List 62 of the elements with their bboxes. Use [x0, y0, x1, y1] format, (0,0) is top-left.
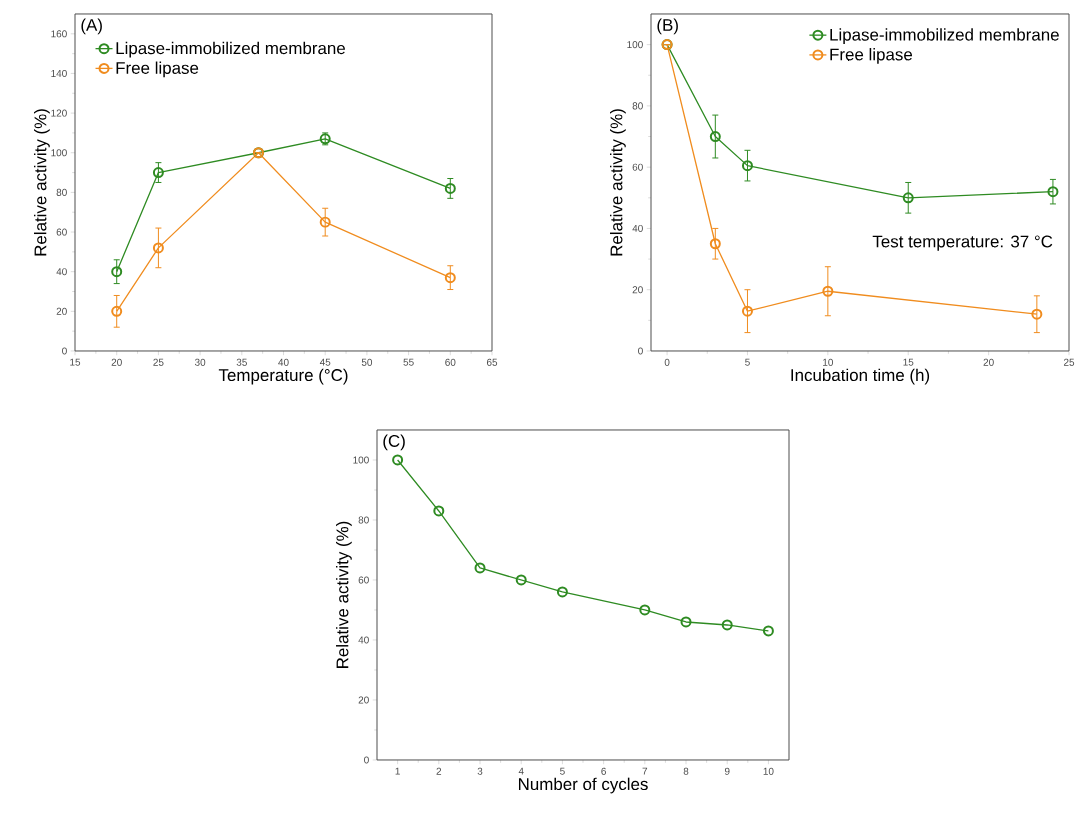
- annotation: (C): [383, 434, 405, 451]
- y-tick-label: 20: [56, 307, 67, 315]
- x-tick-label: 10: [823, 358, 834, 366]
- y-axis-title: Relative activity (%): [336, 521, 352, 668]
- x-tick-label: 15: [903, 358, 914, 366]
- annotation: (A): [81, 18, 102, 35]
- x-tick-label: 6: [601, 767, 606, 775]
- x-tick-label: 5: [560, 767, 565, 775]
- y-tick-label: 60: [632, 163, 643, 171]
- y-tick-label: 160: [51, 30, 67, 38]
- x-tick-label: 1: [395, 767, 400, 775]
- legend-label: Free lipase: [830, 48, 913, 64]
- y-tick-label: 100: [627, 41, 643, 49]
- x-tick-label: 30: [194, 358, 206, 366]
- y-tick-label: 40: [358, 636, 369, 644]
- annotation: Test temperature: 37 °C: [872, 235, 1053, 251]
- y-tick-label: 0: [364, 756, 369, 764]
- x-tick-label: 15: [70, 358, 81, 366]
- y-axis-title: Relative activity (%): [610, 109, 626, 256]
- legend-label: Lipase-immobilized membrane: [116, 41, 345, 58]
- x-tick-label: 65: [486, 358, 498, 366]
- y-tick-label: 80: [56, 188, 67, 196]
- x-tick-label: 10: [763, 767, 774, 775]
- x-axis-title: Temperature (°C): [218, 368, 348, 385]
- x-axis-title: Number of cycles: [518, 777, 648, 794]
- y-tick-label: 20: [358, 696, 369, 704]
- y-tick-label: 120: [51, 109, 67, 117]
- x-tick-label: 60: [445, 358, 456, 366]
- x-axis-title: Incubation time (h): [791, 368, 930, 385]
- x-tick-label: 7: [642, 767, 648, 775]
- x-tick-label: 2: [436, 767, 442, 775]
- y-tick-label: 40: [632, 224, 643, 232]
- y-tick-label: 100: [51, 149, 67, 157]
- x-tick-label: 20: [983, 358, 994, 366]
- y-tick-label: 100: [353, 456, 369, 464]
- y-tick-label: 0: [638, 347, 643, 355]
- x-tick-label: 9: [724, 767, 730, 775]
- x-tick-label: 3: [477, 767, 483, 775]
- x-tick-label: 40: [278, 358, 289, 366]
- x-tick-label: 55: [403, 358, 414, 366]
- y-tick-label: 80: [358, 516, 369, 524]
- x-tick-label: 45: [319, 358, 331, 366]
- x-tick-label: 5: [745, 358, 750, 366]
- x-tick-label: 20: [111, 358, 122, 366]
- annotation: (B): [657, 18, 678, 35]
- x-tick-label: 25: [1063, 358, 1075, 366]
- y-tick-label: 60: [56, 228, 67, 236]
- y-tick-label: 140: [51, 69, 67, 77]
- y-tick-label: 40: [56, 268, 67, 276]
- y-axis-title: Relative activity (%): [33, 109, 50, 256]
- x-tick-label: 50: [361, 358, 373, 366]
- x-tick-label: 25: [153, 358, 164, 366]
- x-tick-label: 35: [236, 358, 247, 366]
- x-tick-label: 0: [664, 358, 670, 366]
- y-tick-label: 0: [62, 347, 67, 355]
- y-tick-label: 60: [358, 576, 369, 584]
- y-tick-label: 80: [632, 102, 643, 110]
- x-tick-label: 8: [683, 767, 689, 775]
- x-tick-label: 4: [518, 767, 524, 775]
- legend-label: Lipase-immobilized membrane: [830, 28, 1059, 45]
- y-tick-label: 20: [632, 286, 643, 294]
- legend-label: Free lipase: [116, 61, 199, 78]
